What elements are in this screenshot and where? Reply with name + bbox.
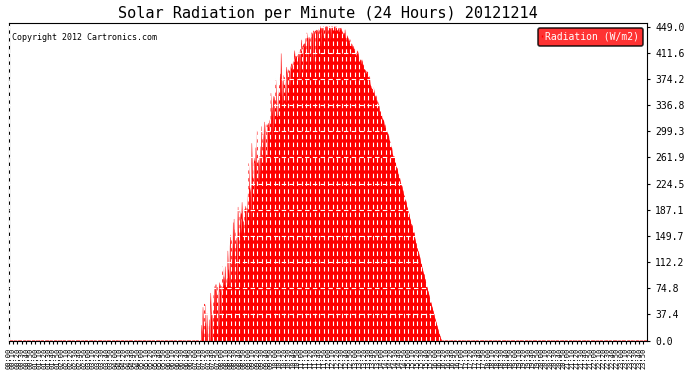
Title: Solar Radiation per Minute (24 Hours) 20121214: Solar Radiation per Minute (24 Hours) 20… [118,6,538,21]
Text: Copyright 2012 Cartronics.com: Copyright 2012 Cartronics.com [12,33,157,42]
Legend: Radiation (W/m2): Radiation (W/m2) [538,28,642,46]
